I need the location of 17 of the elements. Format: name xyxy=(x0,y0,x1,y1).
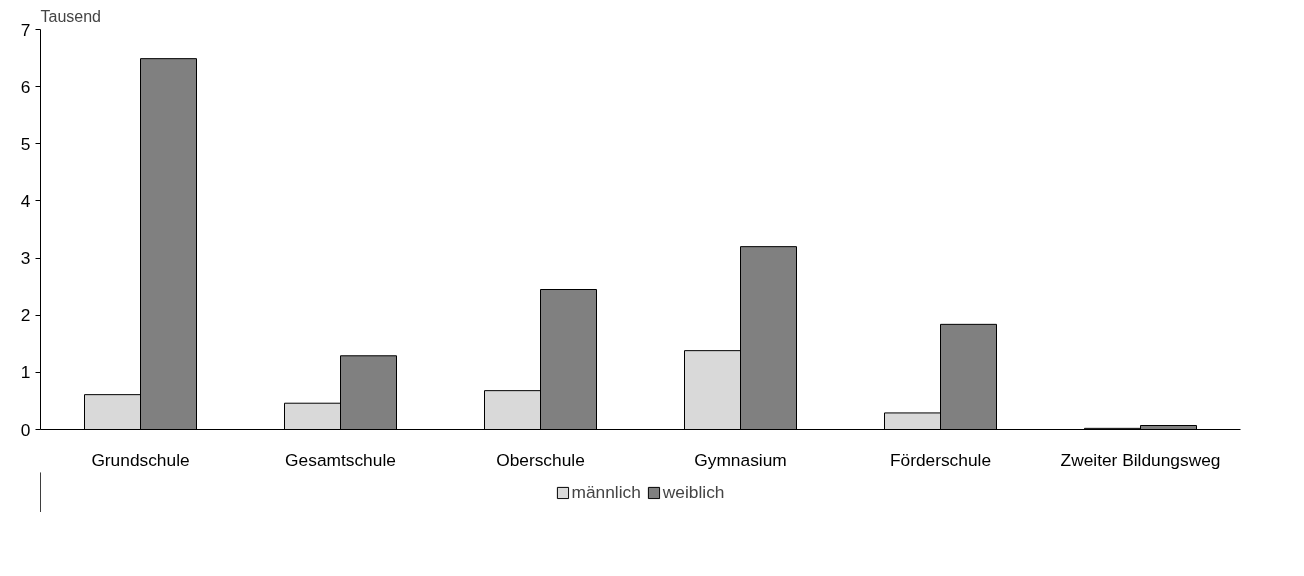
legend-label: männlich xyxy=(571,481,641,503)
y-tick-label: 5 xyxy=(20,133,31,154)
y-axis-title: Tausend xyxy=(40,7,101,25)
y-tick-label: 4 xyxy=(20,190,31,211)
x-tick-label: Zweiter Bildungsweg xyxy=(1060,449,1221,470)
y-tick-label: 1 xyxy=(20,362,31,383)
y-tick-label: 7 xyxy=(20,19,31,40)
y-tick-label: 6 xyxy=(20,76,31,97)
legend-label: weiblich xyxy=(662,481,725,503)
x-tick-label: Gesamtschule xyxy=(285,449,396,470)
x-tick-label: Förderschule xyxy=(889,449,992,470)
x-tick-label: Oberschule xyxy=(496,449,585,470)
x-tick-label: Grundschule xyxy=(91,449,190,470)
x-tick-label: Gymnasium xyxy=(694,449,787,470)
y-tick-label: 2 xyxy=(20,305,31,326)
y-tick-label: 0 xyxy=(20,419,31,440)
y-tick-label: 3 xyxy=(20,248,31,269)
